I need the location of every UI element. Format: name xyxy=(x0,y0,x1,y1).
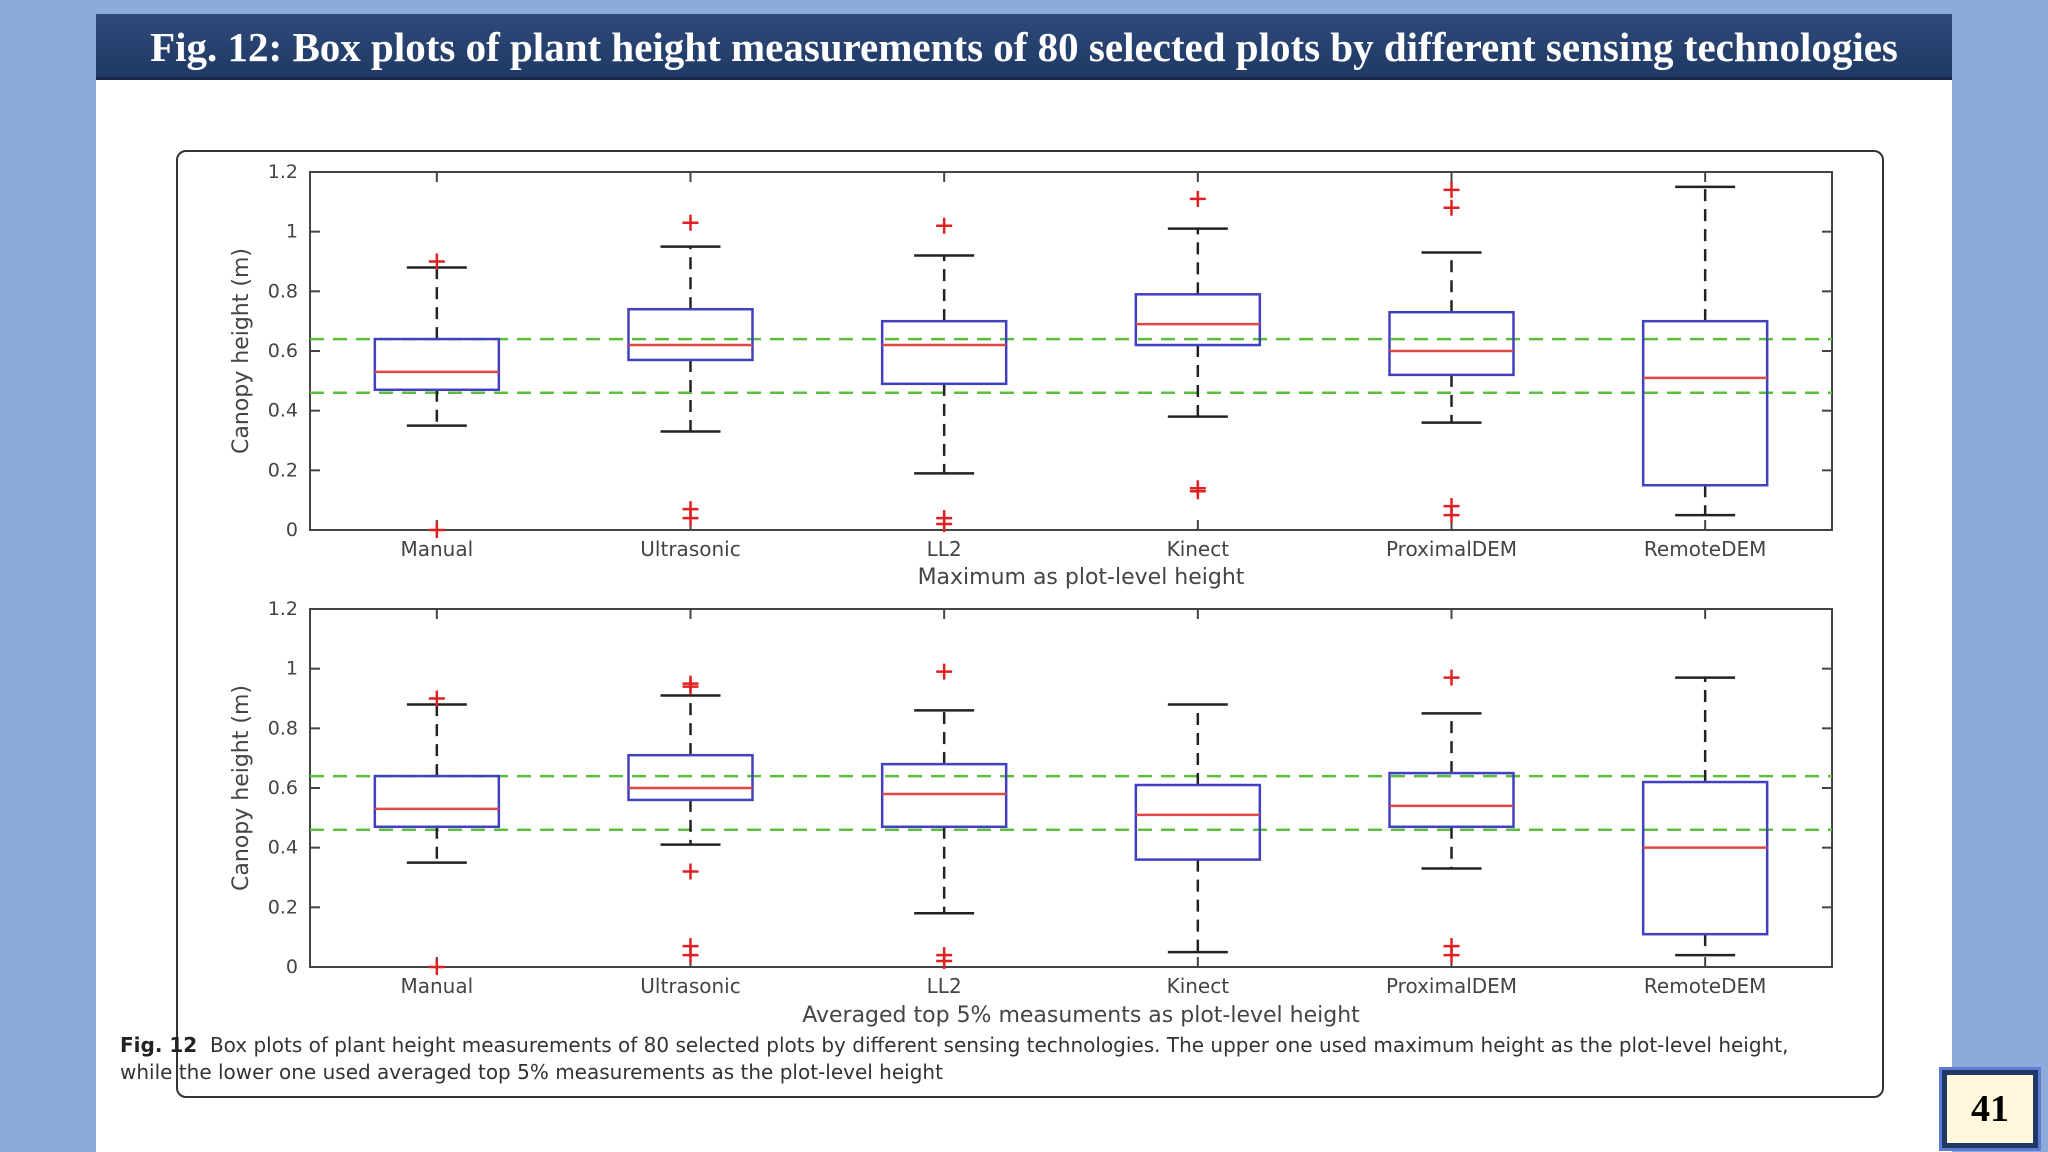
slide: Fig. 12: Box plots of plant height measu… xyxy=(96,14,1952,1152)
panel2-outlier-marker xyxy=(428,690,445,707)
panel1-box xyxy=(1641,319,1769,487)
panel1-outlier-marker xyxy=(682,214,699,231)
panel1-ytick-label: 1.2 xyxy=(268,161,298,183)
caption-label: Fig. 12 xyxy=(120,1033,198,1057)
panel1-ytick-label: 0.6 xyxy=(268,340,298,362)
panel1-category-label: Manual xyxy=(400,537,473,561)
caption-text: Box plots of plant height measurements o… xyxy=(120,1033,1789,1084)
figure-caption: Fig. 12 Box plots of plant height measur… xyxy=(120,1032,1840,1086)
panel1-y-axis-label: Canopy height (m) xyxy=(229,248,254,454)
panel2-ytick-label: 0.6 xyxy=(268,777,298,799)
panel1-ytick-label: 0.8 xyxy=(268,280,298,302)
panel1-ytick-label: 0 xyxy=(286,519,298,541)
panel1-category-label: LL2 xyxy=(927,537,962,561)
panel2-axes-frame xyxy=(309,608,1833,968)
panel1-ytick-label: 1 xyxy=(286,221,298,243)
panel2-ytick-label: 0 xyxy=(286,956,298,978)
panel2-category-label: Ultrasonic xyxy=(640,974,740,998)
panel1-category-label: Kinect xyxy=(1167,537,1230,561)
panel2-category-label: Kinect xyxy=(1167,974,1230,998)
panel2-outlier-marker xyxy=(936,663,953,680)
panel1-axes-frame xyxy=(309,171,1833,531)
panel1-box xyxy=(373,337,501,392)
panel1-outlier-marker xyxy=(936,217,953,234)
panel1-outlier-marker xyxy=(1443,199,1460,216)
panel2-category-label: RemoteDEM xyxy=(1644,974,1766,998)
panel1-box xyxy=(627,307,754,362)
figure-frame xyxy=(176,150,1884,1098)
panel1-outlier-marker xyxy=(428,522,445,538)
title-bar: Fig. 12: Box plots of plant height measu… xyxy=(96,14,1952,80)
panel1-box xyxy=(1388,310,1515,377)
panel1-ytick-label: 0.2 xyxy=(268,459,298,481)
panel2-y-axis-label: Canopy height (m) xyxy=(229,685,254,891)
panel2-box xyxy=(627,753,754,802)
panel2-category-label: LL2 xyxy=(927,974,962,998)
slide-title: Fig. 12: Box plots of plant height measu… xyxy=(150,24,1898,70)
page-number: 41 xyxy=(1971,1088,2009,1130)
panel2-box xyxy=(373,774,501,829)
panel2-category-label: Manual xyxy=(400,974,473,998)
panel1-category-label: ProximalDEM xyxy=(1386,537,1517,561)
panel2-box xyxy=(1641,780,1769,936)
panel1-outlier-marker xyxy=(1189,190,1206,207)
panel2-box xyxy=(880,762,1008,829)
panel2-ytick-label: 0.2 xyxy=(268,896,298,918)
panel2-outlier-marker xyxy=(682,863,699,880)
panel2-x-axis-label: Averaged top 5% measuments as plot-level… xyxy=(802,1003,1360,1028)
panel2-ytick-label: 0.4 xyxy=(268,837,298,859)
panel1-outlier-marker xyxy=(1443,507,1460,524)
panel1-x-axis-label: Maximum as plot-level height xyxy=(918,565,1245,590)
panel2-outlier-marker xyxy=(1443,669,1460,686)
panel2-ytick-label: 1.2 xyxy=(268,598,298,620)
panel2-ytick-label: 0.8 xyxy=(268,717,298,739)
panel2-category-label: ProximalDEM xyxy=(1386,974,1517,998)
panel1-outlier-marker xyxy=(428,253,445,270)
panel1-outlier-marker xyxy=(682,510,699,527)
panel2-outlier-marker xyxy=(428,959,445,975)
panel1-category-label: Ultrasonic xyxy=(640,537,740,561)
panel1-ytick-label: 0.4 xyxy=(268,400,298,422)
panel1-outlier-marker xyxy=(936,516,953,533)
panel2-box xyxy=(1134,783,1262,861)
panel2-outlier-marker xyxy=(1443,947,1460,964)
panel1-category-label: RemoteDEM xyxy=(1644,537,1766,561)
panel1-outlier-marker xyxy=(1189,483,1206,500)
panel2-box xyxy=(1388,771,1515,829)
page-number-badge: 41 xyxy=(1942,1070,2038,1148)
panel1-box xyxy=(880,319,1008,386)
panel1-outlier-marker xyxy=(1443,181,1460,198)
panel2-outlier-marker xyxy=(682,947,699,964)
panel1-box xyxy=(1134,293,1262,347)
panel2-outlier-marker xyxy=(682,678,699,695)
panel2-outlier-marker xyxy=(936,953,953,970)
panel2-ytick-label: 1 xyxy=(286,658,298,680)
